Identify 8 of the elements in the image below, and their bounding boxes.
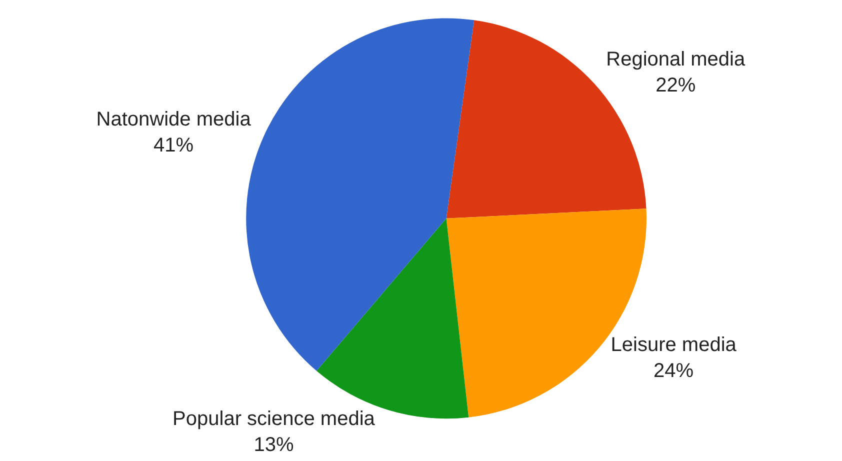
data-label: 22%: [656, 74, 696, 96]
slice-label: Regional media: [606, 48, 746, 70]
slice-label: Popular science media: [172, 408, 376, 430]
data-label: 41%: [154, 134, 194, 156]
data-label: 24%: [654, 360, 694, 382]
slice-label: Natonwide media: [96, 108, 252, 130]
data-label: 13%: [254, 434, 294, 456]
slice-label: Leisure media: [610, 334, 738, 356]
